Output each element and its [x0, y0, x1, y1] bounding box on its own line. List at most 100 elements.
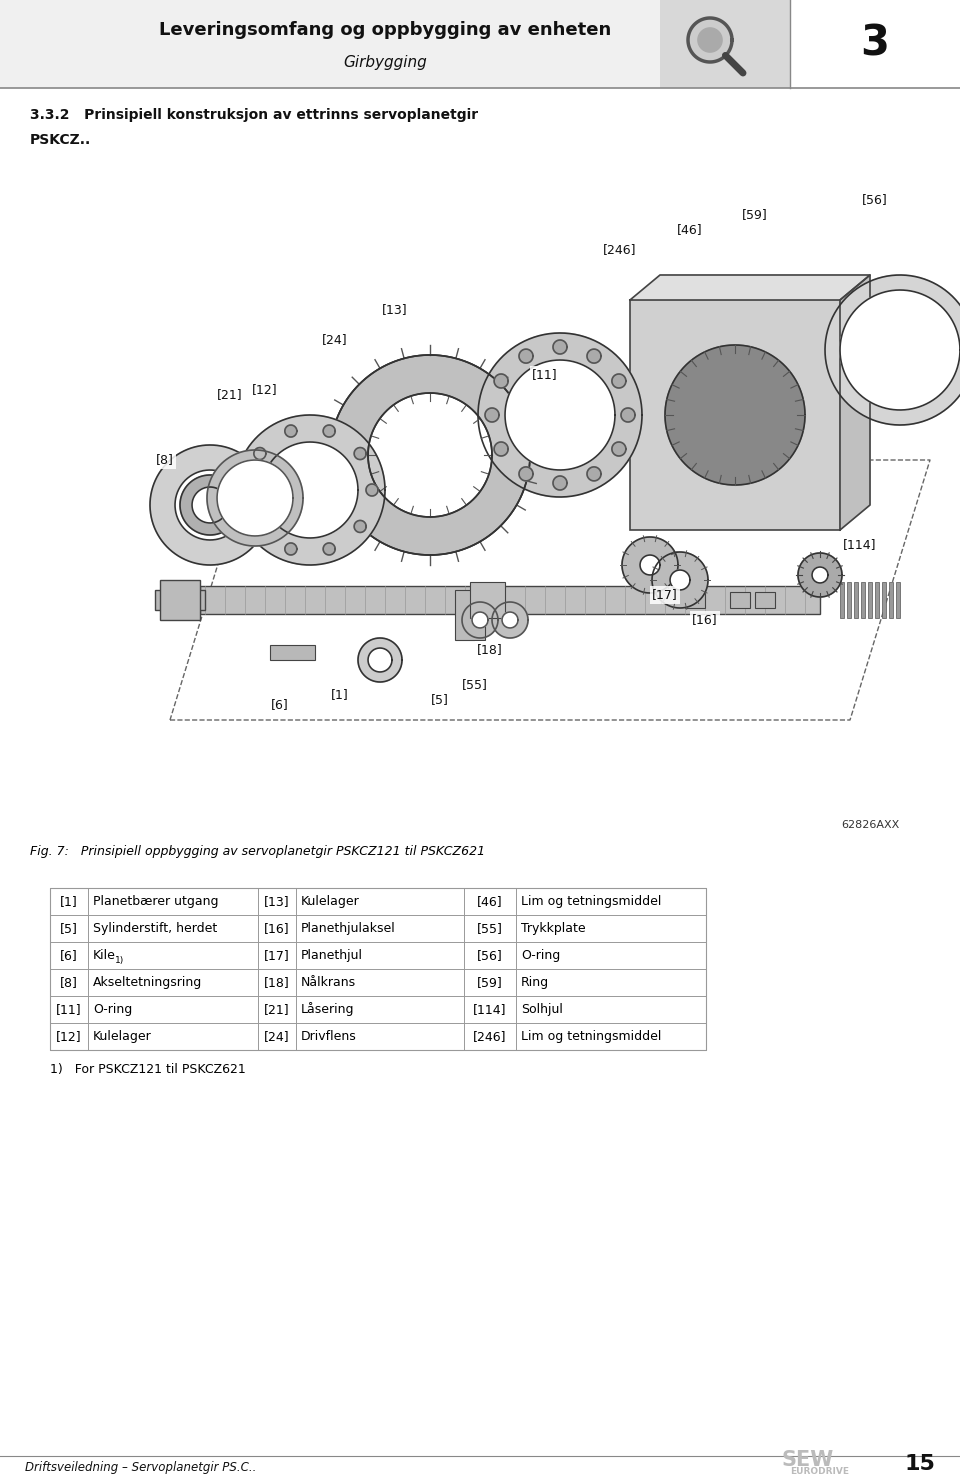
- Text: SEW: SEW: [781, 1449, 834, 1470]
- Text: [6]: [6]: [60, 950, 78, 961]
- Text: [18]: [18]: [264, 976, 290, 989]
- Bar: [840, 583, 844, 618]
- Polygon shape: [553, 340, 567, 353]
- Bar: [868, 583, 872, 618]
- Polygon shape: [253, 448, 266, 460]
- Polygon shape: [665, 345, 805, 485]
- Polygon shape: [207, 450, 303, 546]
- Bar: [0, 0, 790, 87]
- Text: [21]: [21]: [264, 1003, 290, 1016]
- Polygon shape: [192, 487, 228, 524]
- Bar: [685, 592, 705, 608]
- Polygon shape: [612, 374, 626, 387]
- Text: Kulelager: Kulelager: [301, 895, 360, 908]
- Text: [56]: [56]: [862, 194, 888, 207]
- Text: Trykkplate: Trykkplate: [521, 921, 586, 935]
- Text: [59]: [59]: [742, 209, 768, 222]
- Bar: [861, 583, 865, 618]
- Text: Kile: Kile: [93, 950, 116, 961]
- Bar: [155, 590, 205, 609]
- Polygon shape: [285, 543, 297, 555]
- Polygon shape: [330, 355, 530, 555]
- Polygon shape: [175, 470, 245, 540]
- Text: Drivflens: Drivflens: [301, 1029, 357, 1043]
- Text: [5]: [5]: [60, 921, 78, 935]
- Text: [246]: [246]: [473, 1029, 507, 1043]
- Polygon shape: [840, 275, 870, 529]
- Polygon shape: [612, 442, 626, 456]
- Polygon shape: [462, 602, 498, 637]
- Text: Planethjul: Planethjul: [301, 950, 363, 961]
- Text: [1]: [1]: [60, 895, 78, 908]
- Polygon shape: [798, 553, 842, 598]
- Text: EURODRIVE: EURODRIVE: [790, 1467, 850, 1476]
- Polygon shape: [358, 637, 402, 682]
- Polygon shape: [840, 290, 960, 410]
- Text: 62826AXX: 62826AXX: [842, 819, 900, 830]
- Polygon shape: [812, 566, 828, 583]
- Polygon shape: [825, 275, 960, 424]
- Text: [114]: [114]: [843, 538, 876, 552]
- Text: Girbygging: Girbygging: [343, 55, 427, 70]
- Bar: [755, 592, 775, 608]
- Bar: [847, 583, 851, 618]
- Polygon shape: [688, 18, 732, 62]
- Bar: [50, 887, 706, 1050]
- Polygon shape: [354, 448, 366, 460]
- Polygon shape: [640, 555, 660, 575]
- Text: [16]: [16]: [264, 921, 290, 935]
- Text: [24]: [24]: [323, 333, 348, 346]
- Text: Sylinderstift, herdet: Sylinderstift, herdet: [93, 921, 217, 935]
- Text: Kulelager: Kulelager: [93, 1029, 152, 1043]
- Text: O-ring: O-ring: [93, 1003, 132, 1016]
- Polygon shape: [553, 476, 567, 490]
- Polygon shape: [324, 424, 335, 436]
- Text: Lim og tetningsmiddel: Lim og tetningsmiddel: [521, 1029, 661, 1043]
- Polygon shape: [285, 424, 297, 436]
- Text: [114]: [114]: [473, 1003, 507, 1016]
- Polygon shape: [621, 408, 635, 422]
- Text: [17]: [17]: [264, 950, 290, 961]
- Bar: [200, 586, 820, 614]
- Bar: [270, 645, 315, 660]
- Polygon shape: [217, 460, 293, 535]
- Text: [16]: [16]: [692, 614, 718, 627]
- Text: Fig. 7:   Prinsipiell oppbygging av servoplanetgir PSKCZ121 til PSKCZ621: Fig. 7: Prinsipiell oppbygging av servop…: [30, 845, 485, 858]
- Text: 3.3.2   Prinsipiell konstruksjon av ettrinns servoplanetgir: 3.3.2 Prinsipiell konstruksjon av ettrin…: [30, 108, 478, 121]
- Text: [55]: [55]: [462, 679, 488, 692]
- Polygon shape: [494, 442, 508, 456]
- Text: Lim og tetningsmiddel: Lim og tetningsmiddel: [521, 895, 661, 908]
- Text: [12]: [12]: [252, 383, 277, 396]
- Bar: [630, 300, 840, 529]
- Polygon shape: [180, 475, 240, 535]
- Text: [46]: [46]: [677, 223, 703, 237]
- Polygon shape: [242, 484, 254, 495]
- Polygon shape: [502, 612, 518, 629]
- Polygon shape: [368, 393, 492, 518]
- Text: Nålkrans: Nålkrans: [301, 976, 356, 989]
- Polygon shape: [630, 275, 870, 300]
- Text: [56]: [56]: [477, 950, 503, 961]
- Polygon shape: [492, 602, 528, 637]
- Polygon shape: [262, 442, 358, 538]
- Polygon shape: [472, 612, 488, 629]
- Text: [59]: [59]: [477, 976, 503, 989]
- Bar: [160, 580, 200, 620]
- Bar: [875, 583, 879, 618]
- Text: Planetbærer utgang: Planetbærer utgang: [93, 895, 219, 908]
- Bar: [854, 583, 858, 618]
- Text: [246]: [246]: [603, 244, 636, 256]
- Bar: [896, 583, 900, 618]
- Polygon shape: [670, 569, 690, 590]
- Text: 1): 1): [115, 955, 124, 964]
- Polygon shape: [587, 467, 601, 481]
- Bar: [470, 583, 505, 618]
- Polygon shape: [698, 28, 722, 52]
- Text: [55]: [55]: [477, 921, 503, 935]
- Polygon shape: [330, 355, 530, 555]
- Bar: [889, 583, 893, 618]
- Text: 15: 15: [904, 1454, 935, 1475]
- Text: [24]: [24]: [264, 1029, 290, 1043]
- Polygon shape: [368, 393, 492, 518]
- Text: Ring: Ring: [521, 976, 549, 989]
